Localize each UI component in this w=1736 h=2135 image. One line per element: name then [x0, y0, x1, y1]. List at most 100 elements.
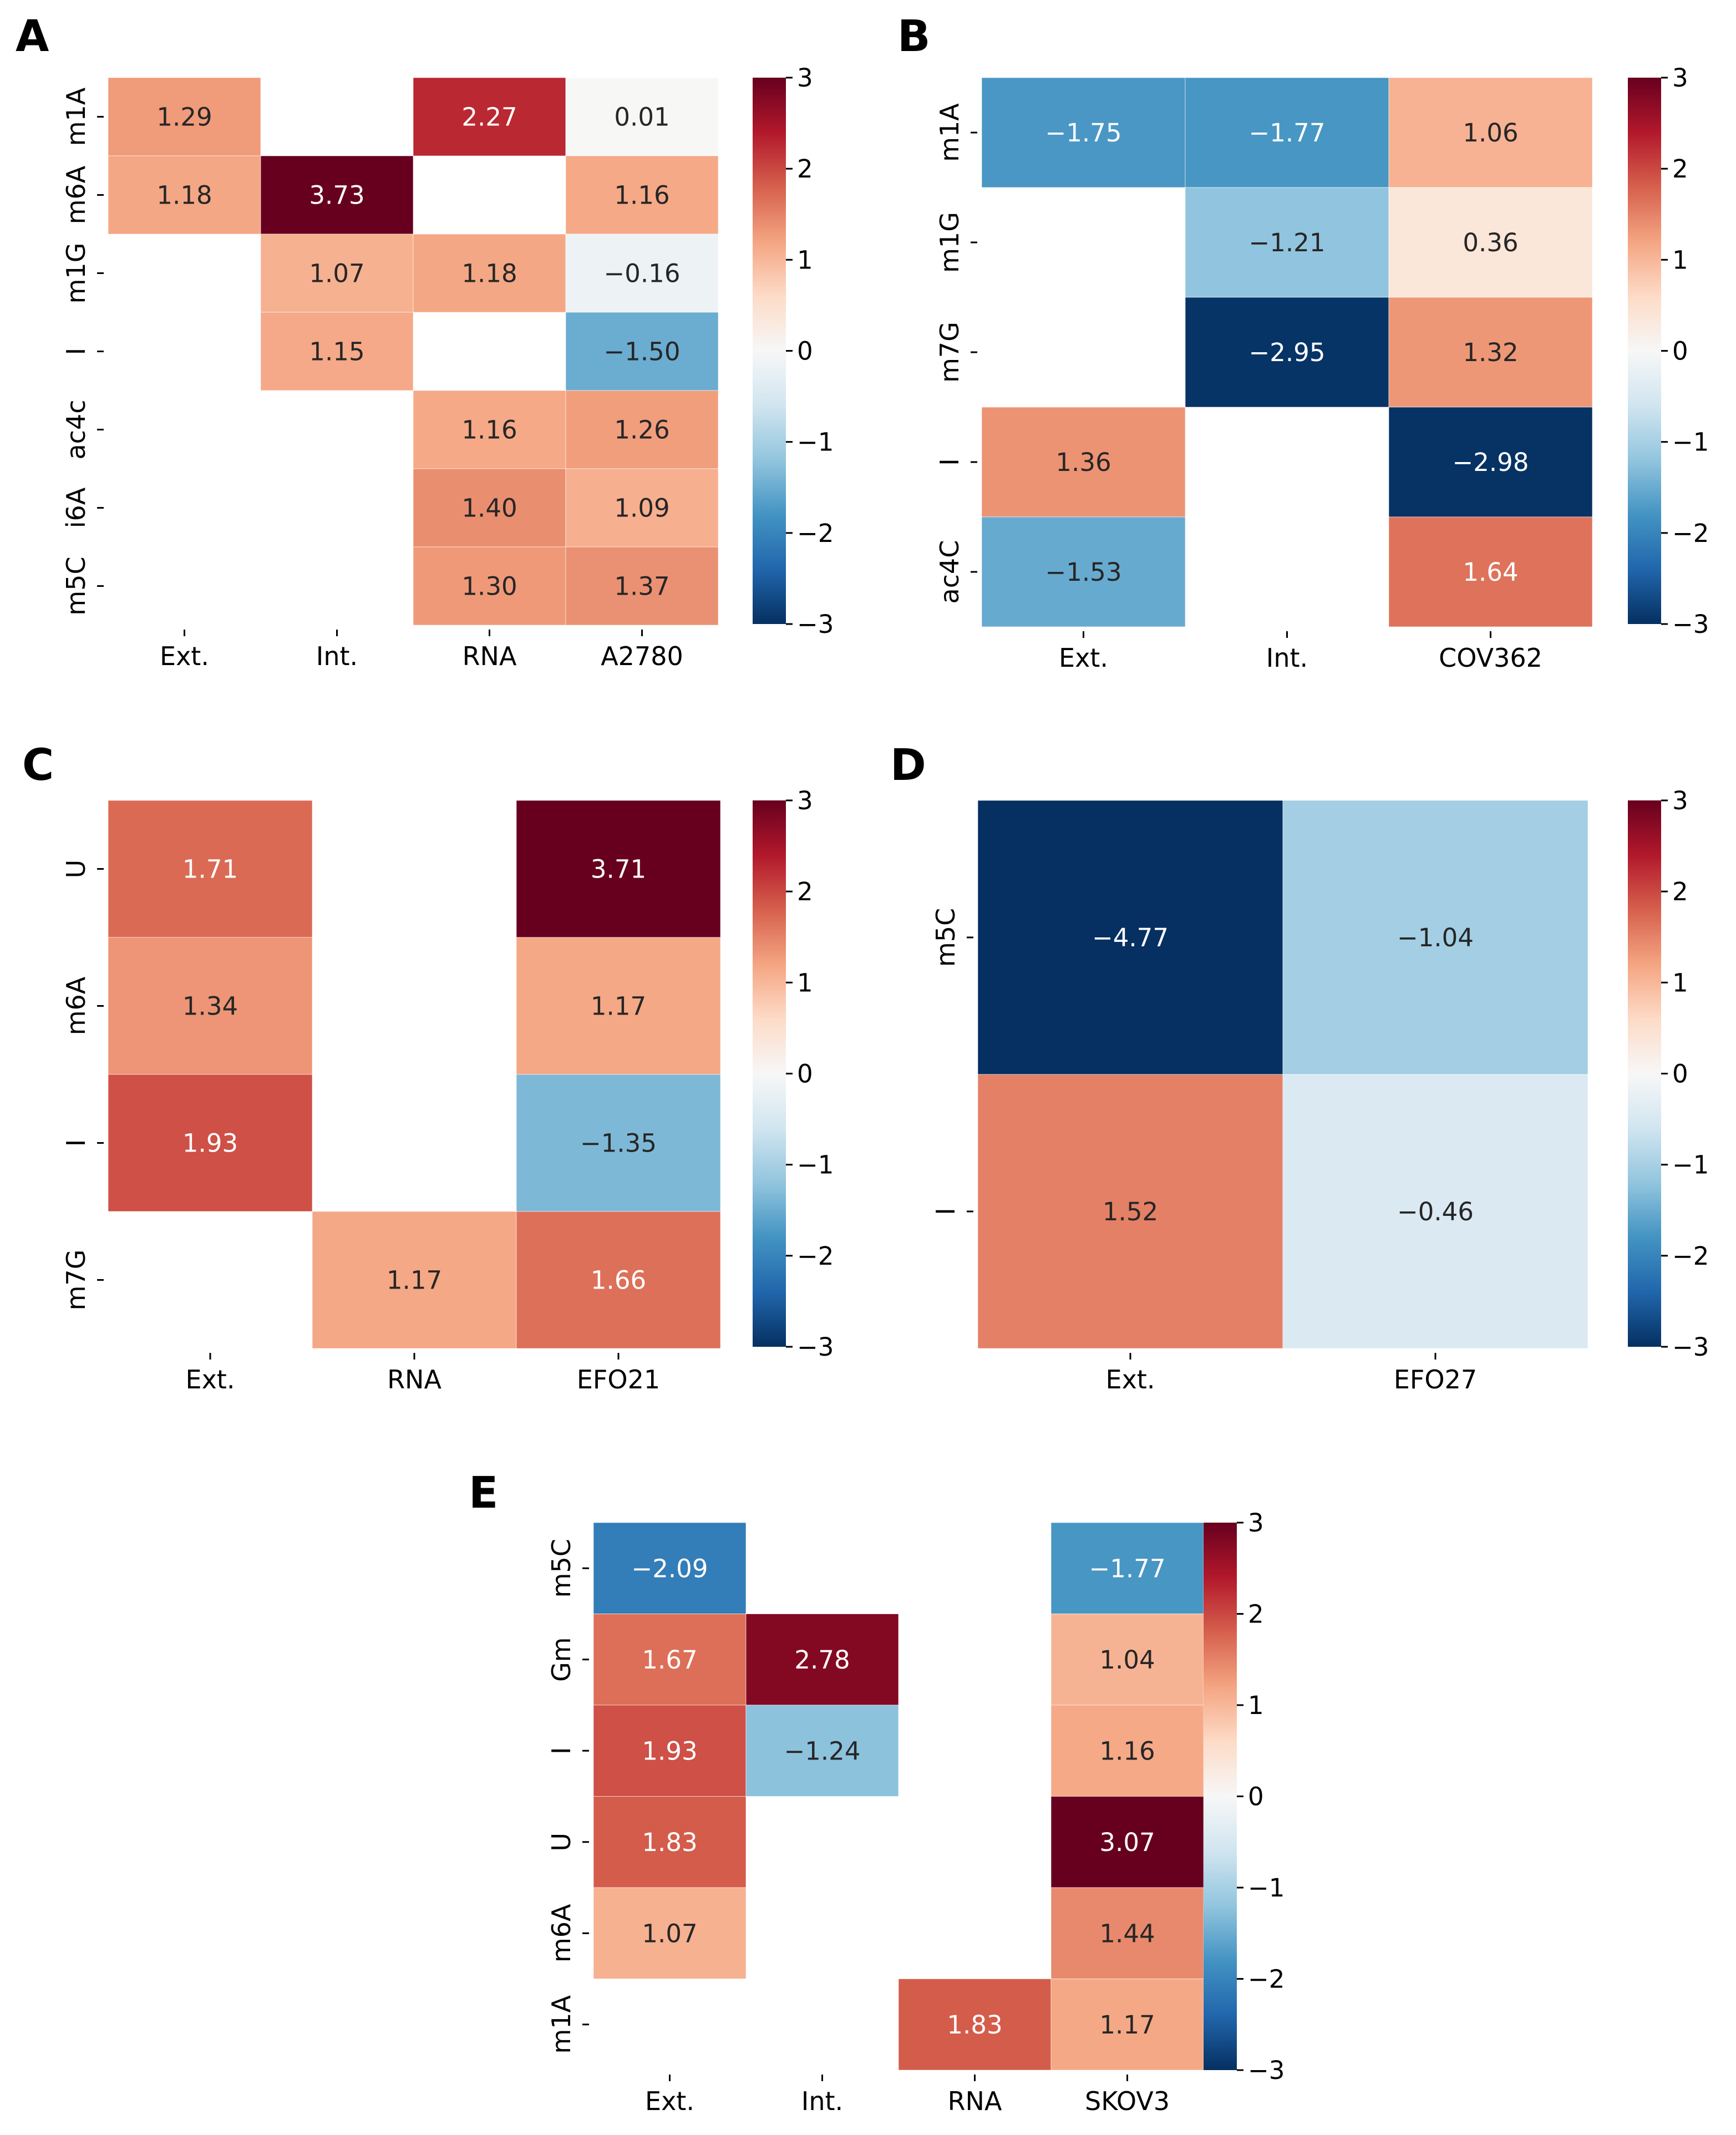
heatmap-cell-b-1-1 [1185, 187, 1389, 298]
cell-value-label: 1.67 [642, 1645, 697, 1675]
colorbar-e: 3 2 1 0 −1 −2 −3 [1204, 1508, 1285, 2085]
colorbar-tick-label: 0 [1672, 1059, 1688, 1089]
y-tick-label: m5C [61, 556, 91, 615]
colorbar-c: 3 2 1 0 −1 −2 −3 [753, 786, 834, 1362]
colorbar-tick-label: −1 [797, 1150, 834, 1180]
heatmap-cell-a-5-2 [413, 468, 566, 547]
cell-value-label: 1.44 [1099, 1919, 1155, 1948]
heatmap-cell-a-1-0 [108, 155, 261, 235]
cell-value-label: 1.17 [1099, 2010, 1155, 2040]
colorbar-gradient [1204, 1523, 1237, 2070]
colorbar-tick-label: −1 [1672, 1150, 1709, 1180]
x-tick-label: Ext. [1106, 1365, 1155, 1394]
heatmap-cell-e-1-0 [593, 1614, 747, 1706]
heatmap-cell-e-2-0 [593, 1705, 747, 1797]
cell-value-label: −2.98 [1453, 448, 1529, 477]
heatmap-cell-c-1-2 [516, 937, 721, 1075]
heatmap-cell-b-4-0 [981, 516, 1186, 627]
cell-value-label: 1.07 [309, 259, 364, 288]
colorbar-tick-label: 0 [1248, 1782, 1264, 1812]
heatmap-panel-a: A 1.29 2.27 0.01 1.18 3.73 1.16 1.07 1.18 −0.16 1… [16, 12, 834, 671]
cell-value-label: 3.71 [591, 855, 646, 884]
colorbar-tick-label: 2 [1672, 154, 1688, 184]
cell-value-label: 1.30 [461, 572, 517, 601]
cell-value-label: 1.37 [614, 572, 669, 601]
heatmap-cell-c-1-0 [108, 937, 313, 1075]
colorbar-a: 3 2 1 0 −1 −2 −3 [753, 63, 834, 639]
heatmap-panel-b: B −1.75 −1.77 1.06 −1.21 0.36 −2.95 1.32 1.36 −2… [897, 12, 1709, 673]
y-tick-label: i6A [61, 487, 91, 528]
cell-value-label: 1.29 [156, 103, 212, 132]
colorbar-gradient [753, 78, 786, 624]
panel-letter-e: E [469, 1468, 498, 1518]
cell-value-label: 1.40 [461, 494, 517, 523]
heatmap-panel-c: C 1.71 3.71 1.34 1.17 1.93 −1.35 1.17 1.66 Um6A… [22, 741, 834, 1394]
heatmap-cell-e-3-3 [1050, 1796, 1204, 1888]
cell-value-label: 1.17 [387, 1266, 442, 1295]
heatmap-panel-e: E −2.09 −1.77 1.67 2.78 1.04 1.93 −1.24 1.16 1.8… [469, 1468, 1285, 2116]
cell-value-label: 1.83 [642, 1828, 697, 1857]
cell-value-label: 1.52 [1103, 1197, 1158, 1226]
colorbar-tick-label: −3 [1672, 610, 1709, 639]
x-tick-label: RNA [463, 641, 517, 671]
cell-value-label: 1.93 [642, 1736, 697, 1766]
cell-value-label: −0.46 [1397, 1197, 1474, 1226]
colorbar-tick-label: 0 [1672, 337, 1688, 366]
x-tick-label: Ext. [645, 2086, 694, 2116]
heatmap-cell-c-2-0 [108, 1074, 313, 1212]
heatmap-cell-e-2-3 [1050, 1705, 1204, 1797]
heatmap-cell-c-2-2 [516, 1074, 721, 1212]
y-tick-label: I [935, 458, 965, 466]
x-tick-label: SKOV3 [1085, 2086, 1170, 2116]
heatmap-cell-b-4-2 [1388, 516, 1593, 627]
colorbar-tick-label: −1 [797, 428, 834, 457]
x-tick-label: EFO27 [1394, 1365, 1477, 1394]
colorbar-tick-label: 1 [1248, 1691, 1264, 1720]
colorbar-tick-label: 2 [1248, 1600, 1264, 1629]
colorbar-tick-label: 1 [797, 968, 813, 997]
colorbar-d: 3 2 1 0 −1 −2 −3 [1628, 786, 1709, 1362]
x-tick-label: COV362 [1439, 643, 1542, 673]
cell-value-label: 1.18 [156, 181, 212, 210]
cell-value-label: 1.83 [947, 2010, 1002, 2040]
y-tick-label: m1A [546, 1995, 576, 2053]
cell-value-label: 1.17 [591, 992, 646, 1021]
cell-value-label: −1.77 [1249, 118, 1326, 148]
colorbar-tick-label: −2 [1672, 1241, 1709, 1271]
cell-value-label: 3.73 [309, 181, 364, 210]
cell-value-label: 1.16 [461, 415, 517, 445]
heatmap-cell-c-3-2 [516, 1211, 721, 1349]
cell-value-label: 0.01 [614, 103, 669, 132]
colorbar-tick-label: 2 [797, 154, 813, 184]
y-tick-label: m1G [61, 243, 91, 304]
heatmap-cell-a-6-2 [413, 546, 566, 626]
colorbar-tick-label: 1 [1672, 245, 1688, 275]
heatmap-cell-b-0-2 [1388, 77, 1593, 188]
y-tick-label: I [546, 1747, 576, 1754]
heatmap-cell-d-0-0 [977, 800, 1283, 1075]
heatmap-cell-e-1-3 [1050, 1614, 1204, 1706]
heatmap-cell-e-5-2 [898, 1979, 1052, 2071]
panel-letter-d: D [890, 741, 926, 790]
cell-value-label: 1.04 [1099, 1645, 1155, 1675]
heatmap-cell-e-2-1 [745, 1705, 899, 1797]
panel-letter-a: A [16, 12, 49, 62]
heatmap-cell-b-3-2 [1388, 407, 1593, 518]
cell-value-label: 1.36 [1055, 448, 1111, 477]
x-tick-label: Int. [316, 641, 358, 671]
y-tick-label: I [61, 1139, 91, 1147]
cell-value-label: −1.24 [784, 1736, 861, 1766]
panel-letter-b: B [897, 12, 930, 62]
colorbar-tick-label: −2 [797, 1241, 834, 1271]
heatmap-cell-e-1-1 [745, 1614, 899, 1706]
cell-value-label: −1.77 [1089, 1554, 1166, 1583]
colorbar-gradient [1628, 800, 1661, 1347]
cell-value-label: −0.16 [604, 259, 681, 288]
y-tick-label: ac4c [61, 399, 91, 459]
heatmap-cell-a-4-2 [413, 390, 566, 469]
heatmap-cell-b-3-0 [981, 407, 1186, 518]
cell-value-label: 1.16 [614, 181, 669, 210]
heatmap-cell-e-0-3 [1050, 1522, 1204, 1614]
x-tick-label: Ext. [186, 1365, 235, 1394]
